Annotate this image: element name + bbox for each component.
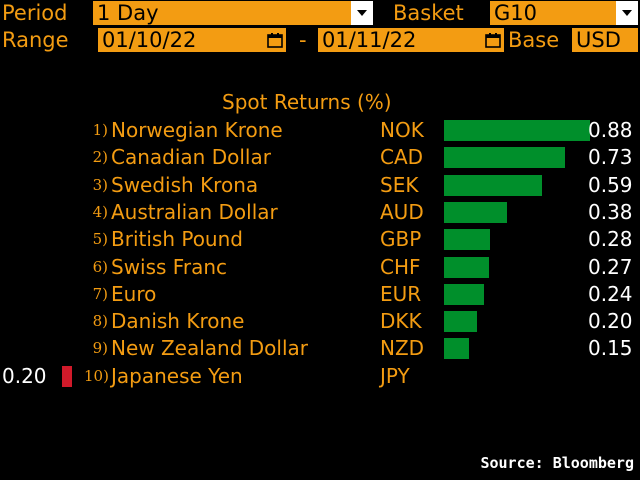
chart-row[interactable]: 4) Australian Dollar AUD 0.38	[0, 199, 640, 226]
positive-bar	[444, 201, 507, 223]
base-value: USD	[576, 28, 621, 52]
positive-bar	[444, 147, 565, 169]
currency-name: Euro	[111, 281, 157, 306]
row-rank: 4)	[92, 202, 108, 221]
chevron-down-icon[interactable]	[616, 1, 638, 25]
period-label: Period	[2, 1, 68, 25]
basket-label: Basket	[393, 1, 464, 25]
period-value: 1 Day	[97, 1, 159, 25]
positive-bar	[444, 311, 477, 333]
chart-row[interactable]: 5) British Pound GBP 0.28	[0, 226, 640, 253]
row-rank: 9)	[92, 339, 108, 358]
row-rank: 7)	[92, 284, 108, 303]
row-rank: 1)	[92, 121, 108, 139]
range-start-field[interactable]: 01/10/22	[98, 28, 286, 52]
range-end-field[interactable]: 01/11/22	[318, 28, 504, 52]
currency-code: CHF	[380, 254, 421, 279]
row-rank: 6)	[92, 257, 108, 276]
currency-name: New Zealand Dollar	[111, 336, 309, 361]
currency-code: CAD	[380, 145, 424, 170]
period-select[interactable]: 1 Day	[93, 1, 373, 25]
row-rank: 3)	[92, 175, 108, 194]
value-label: 0.38	[588, 199, 633, 224]
value-label: 0.24	[588, 281, 633, 306]
positive-bar	[444, 283, 484, 305]
chart-row[interactable]: 8) Danish Krone DKK 0.20	[0, 308, 640, 335]
row-rank: 5)	[92, 230, 108, 249]
calendar-icon[interactable]	[482, 28, 504, 52]
range-end-value: 01/11/22	[322, 28, 417, 52]
currency-name: Australian Dollar	[111, 199, 278, 224]
chart-row[interactable]: 7) Euro EUR 0.24	[0, 281, 640, 308]
row-rank: 2)	[92, 148, 108, 167]
positive-bar	[444, 229, 490, 251]
row-rank: 8)	[92, 312, 108, 331]
positive-bar	[444, 338, 469, 360]
base-field[interactable]: USD	[572, 28, 638, 52]
chart-row[interactable]: 3) Swedish Krona SEK 0.59	[0, 172, 640, 199]
value-label: 0.59	[588, 172, 633, 197]
chart-row[interactable]: 10) Japanese Yen JPY 0.20	[0, 363, 640, 390]
currency-name: Danish Krone	[111, 309, 245, 334]
currency-name: Japanese Yen	[111, 363, 243, 388]
chart-row[interactable]: 1) Norwegian Krone NOK 0.88	[0, 117, 640, 144]
value-label: 0.20	[2, 363, 47, 388]
chart-row[interactable]: 2) Canadian Dollar CAD 0.73	[0, 144, 640, 171]
currency-code: EUR	[380, 281, 422, 306]
base-label: Base	[508, 28, 560, 52]
value-label: 0.27	[588, 254, 633, 279]
value-label: 0.28	[588, 227, 633, 252]
row-rank: 10)	[84, 366, 109, 385]
currency-name: Swedish Krona	[111, 172, 259, 197]
calendar-icon[interactable]	[264, 28, 286, 52]
range-separator: -	[299, 28, 307, 52]
chart-row[interactable]: 9) New Zealand Dollar NZD 0.15	[0, 335, 640, 362]
currency-code: SEK	[380, 172, 419, 197]
currency-name: Canadian Dollar	[111, 145, 271, 170]
chevron-down-icon[interactable]	[351, 1, 373, 25]
source-note: Source: Bloomberg	[480, 454, 634, 472]
currency-code: NZD	[380, 336, 425, 361]
chart-title: Spot Returns (%)	[222, 90, 392, 114]
value-label: 0.20	[588, 309, 633, 334]
chart-row[interactable]: 6) Swiss Franc CHF 0.27	[0, 254, 640, 281]
range-start-value: 01/10/22	[102, 28, 197, 52]
currency-name: Swiss Franc	[111, 254, 228, 279]
value-label: 0.73	[588, 145, 633, 170]
value-label: 0.88	[588, 118, 633, 142]
currency-name: British Pound	[111, 227, 243, 252]
positive-bar	[444, 174, 542, 196]
value-label: 0.15	[588, 336, 633, 361]
positive-bar	[444, 120, 590, 141]
basket-select[interactable]: G10	[490, 1, 638, 25]
range-label: Range	[2, 28, 69, 52]
basket-value: G10	[494, 1, 537, 25]
currency-code: AUD	[380, 199, 424, 224]
currency-name: Norwegian Krone	[111, 118, 283, 142]
currency-code: JPY	[380, 363, 410, 388]
currency-code: DKK	[380, 309, 422, 334]
currency-code: GBP	[380, 227, 422, 252]
positive-bar	[444, 256, 489, 278]
currency-code: NOK	[380, 118, 424, 142]
negative-bar	[62, 365, 72, 387]
